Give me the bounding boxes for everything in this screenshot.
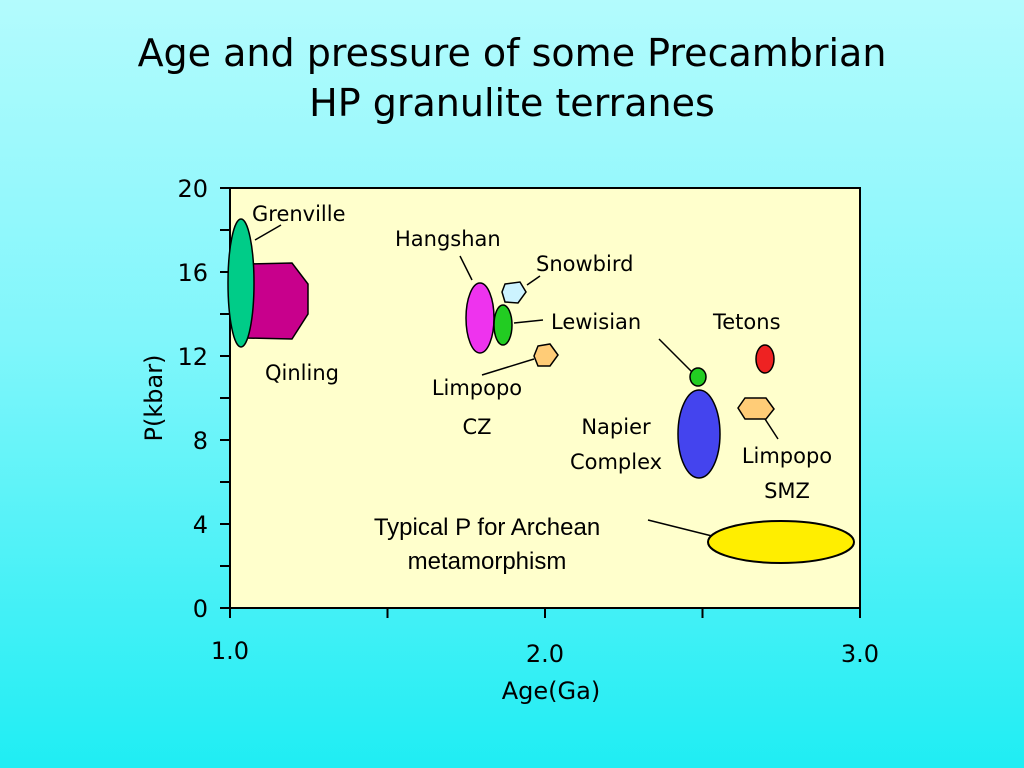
leader-hangshan (459, 255, 473, 281)
label-limpopo-smz-line-2: SMZ (764, 479, 810, 503)
y-tick-label: 4 (193, 511, 208, 539)
label-napier-line-1: Napier (581, 415, 651, 439)
leader-archean (647, 519, 713, 537)
region-labels: Grenville Qinling Hangshan Snowbird Lewi… (252, 202, 832, 575)
region-lewisian (493, 304, 513, 346)
label-hangshan: Hangshan (395, 227, 501, 251)
leader-lines (254, 224, 779, 537)
label-grenville: Grenville (252, 202, 346, 226)
label-archean-line-1: Typical P for Archean (374, 514, 600, 541)
region-snowbird (501, 281, 527, 304)
axis-ticks (220, 187, 861, 618)
region-qinling (245, 262, 309, 340)
y-tick-label: 8 (193, 427, 208, 455)
label-limpopo-cz-line-2: CZ (462, 415, 491, 439)
region-napier-dot (689, 367, 707, 387)
leader-limpopo-cz (481, 358, 535, 376)
label-snowbird: Snowbird (536, 252, 633, 276)
x-tick-label: 2.0 (526, 640, 564, 668)
label-limpopo-smz-line-1: Limpopo (742, 444, 832, 468)
y-tick-label: 0 (193, 595, 208, 623)
y-tick-label: 20 (177, 175, 208, 203)
region-archean (707, 520, 855, 564)
region-limpopo-cz (533, 343, 559, 367)
slide-title-line-1: Age and pressure of some Precambrian (137, 31, 887, 75)
x-axis-label: Age(Ga) (502, 677, 600, 705)
slide-title-line-2: HP granulite terranes (309, 81, 715, 125)
y-tick-label: 12 (177, 343, 208, 371)
leader-grenville (254, 224, 282, 241)
regions (227, 218, 855, 564)
region-tetons (755, 344, 775, 374)
x-tick-label: 3.0 (841, 640, 879, 668)
label-tetons: Tetons (712, 310, 781, 334)
region-napier-complex (677, 389, 721, 479)
leader-limpopo-smz (764, 418, 779, 440)
y-axis-label: P(kbar) (140, 355, 168, 442)
label-qinling: Qinling (265, 361, 339, 385)
slide-title: Age and pressure of some Precambrian HP … (0, 28, 1024, 128)
leader-snowbird (526, 275, 541, 286)
region-hangshan (465, 282, 495, 354)
y-tick-label: 16 (177, 259, 208, 287)
x-tick-label: 1.0 (211, 637, 249, 665)
leader-napier (658, 338, 693, 373)
label-limpopo-cz-line-1: Limpopo (432, 376, 522, 400)
leader-lewisian (513, 319, 544, 324)
label-archean-line-2: metamorphism (408, 548, 567, 575)
tick-labels: 0 4 8 12 16 20 1.0 2.0 3.0 (177, 175, 879, 668)
label-napier-line-2: Complex (570, 450, 662, 474)
region-grenville (227, 218, 255, 348)
region-limpopo-smz (737, 397, 775, 420)
label-lewisian: Lewisian (551, 310, 641, 334)
